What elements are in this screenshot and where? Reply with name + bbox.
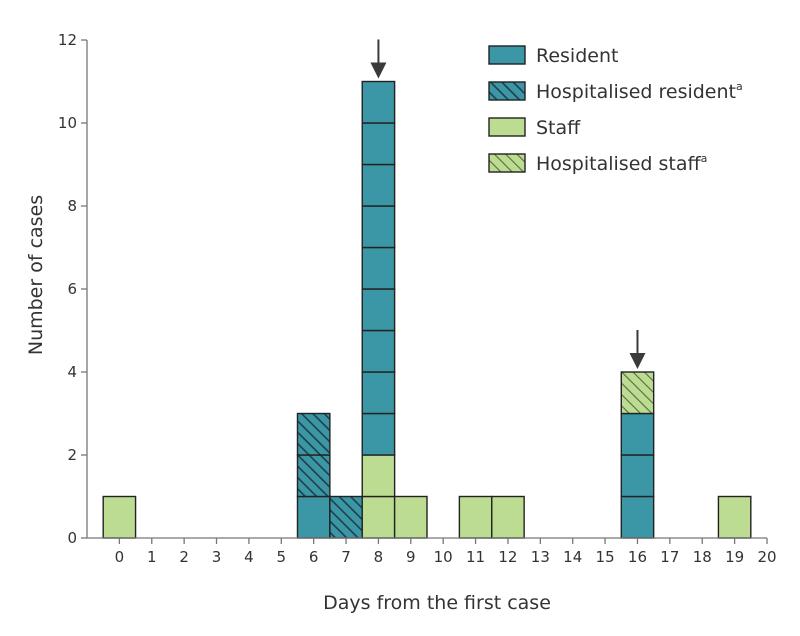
bar-segment-day-16-resident [620,412,655,456]
x-tick-label: 9 [406,548,416,566]
bar-segment-day-8-staff [361,495,396,539]
x-tick-label: 0 [115,548,125,566]
x-tick-label: 11 [466,548,485,566]
legend-footnote-marker: a [736,80,743,93]
legend-label-staff: Staff [536,117,581,139]
x-tick-label: 18 [693,548,712,566]
legend-footnote-marker: a [701,152,708,165]
bar-segment-day-6-hosp_resident [296,454,331,498]
bar-segment-day-16-hosp_staff [620,371,655,415]
y-tick-label: 10 [58,114,77,132]
legend: Resident Hospitalised residenta Staff Hospi… [488,45,743,175]
legend-label-resident: Resident [536,45,618,67]
bar-segment-day-8-resident [361,80,396,124]
bar-segment-day-9-staff [393,495,428,539]
x-tick-label: 2 [179,548,189,566]
bar-segment-day-6-hosp_resident [296,412,331,456]
x-tick-label: 8 [374,548,384,566]
arrows-layer [370,39,646,369]
x-tick-label: 15 [596,548,615,566]
x-tick-label: 19 [725,548,744,566]
y-tick-label: 12 [58,31,77,49]
y-axis-title: Number of cases [25,195,47,355]
bar-segment-day-8-staff [361,454,396,498]
x-tick-label: 5 [277,548,287,566]
legend-swatch-hosp_staff [488,153,526,173]
x-tick-label: 4 [244,548,254,566]
arrow-head-day-16 [629,353,646,369]
x-tick-label: 1 [147,548,157,566]
bar-segment-day-8-resident [361,288,396,332]
bar-segment-day-8-resident [361,329,396,373]
bar-segment-day-16-resident [620,454,655,498]
x-tick-label: 16 [628,548,647,566]
bar-segment-day-8-resident [361,205,396,249]
bar-segment-day-8-resident [361,246,396,290]
legend-label-hosp_staff: Hospitalised staffa [536,152,707,175]
y-tick-label: 4 [67,363,77,381]
bars-layer [102,80,752,539]
bar-segment-day-8-resident [361,412,396,456]
x-tick-label: 13 [531,548,550,566]
bar-segment-day-16-resident [620,495,655,539]
bar-segment-day-6-resident [296,495,331,539]
bar-segment-day-8-resident [361,163,396,207]
bar-segment-day-0-staff [102,495,137,539]
x-tick-label: 14 [563,548,582,566]
bar-segment-day-8-resident [361,122,396,166]
y-tick-label: 0 [67,529,77,547]
x-tick-label: 3 [212,548,222,566]
x-tick-label: 6 [309,548,319,566]
bar-segment-day-11-staff [458,495,493,539]
legend-swatch-hosp_resident [488,81,526,101]
x-tick-label: 10 [434,548,453,566]
legend-label-hosp_resident: Hospitalised residenta [536,80,743,103]
legend-swatch-resident [488,45,526,65]
legend-swatch-staff [488,117,526,137]
y-tick-label: 2 [67,446,77,464]
x-axis-title: Days from the first case [323,592,551,614]
bar-segment-day-12-staff [491,495,525,539]
x-tick-label: 7 [341,548,351,566]
bar-segment-day-7-hosp_resident [329,495,363,539]
y-tick-label: 8 [67,197,77,215]
bar-segment-day-19-staff [717,495,752,539]
x-tick-label: 12 [498,548,517,566]
bar-segment-day-8-resident [361,371,396,415]
arrow-head-day-8 [370,62,387,79]
x-tick-label: 17 [660,548,679,566]
x-tick-label: 20 [757,548,776,566]
y-tick-label: 6 [67,280,77,298]
